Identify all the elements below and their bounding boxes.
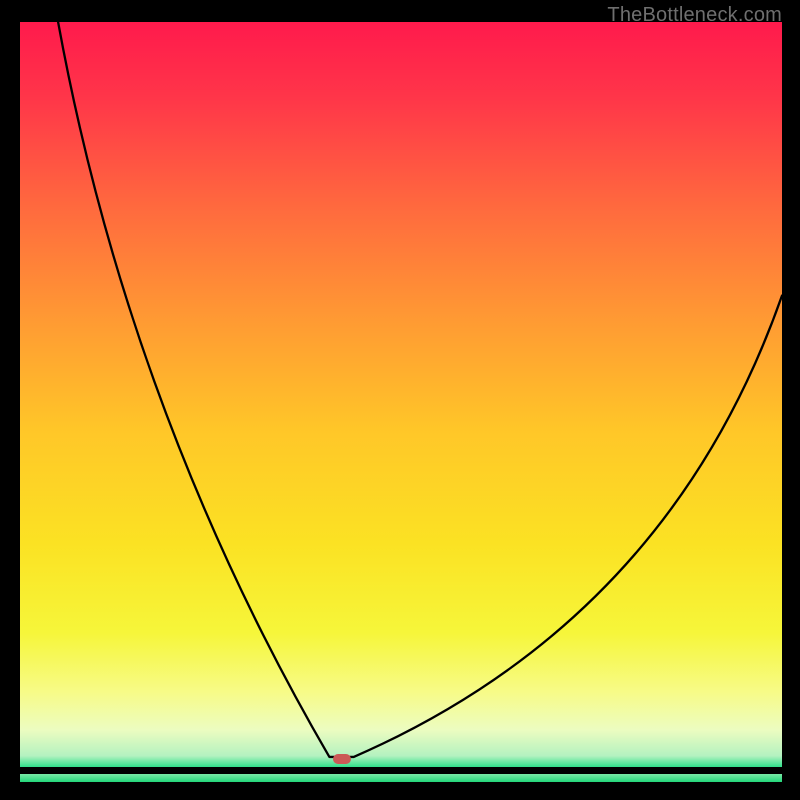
valley-marker [333,754,351,764]
chart-green-band [20,774,782,782]
chart-plot-area [20,22,782,782]
watermark-label: TheBottleneck.com [607,4,782,27]
chart-background-gradient [20,22,782,767]
